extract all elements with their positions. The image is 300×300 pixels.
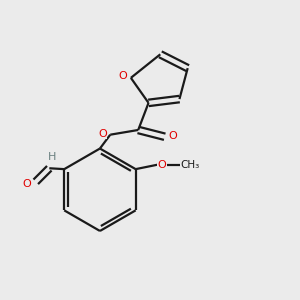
Text: O: O — [168, 131, 177, 141]
Text: O: O — [22, 179, 31, 189]
Text: O: O — [118, 71, 127, 81]
Text: CH₃: CH₃ — [180, 160, 200, 170]
Text: H: H — [48, 152, 56, 162]
Text: O: O — [158, 160, 166, 170]
Text: O: O — [98, 129, 107, 139]
